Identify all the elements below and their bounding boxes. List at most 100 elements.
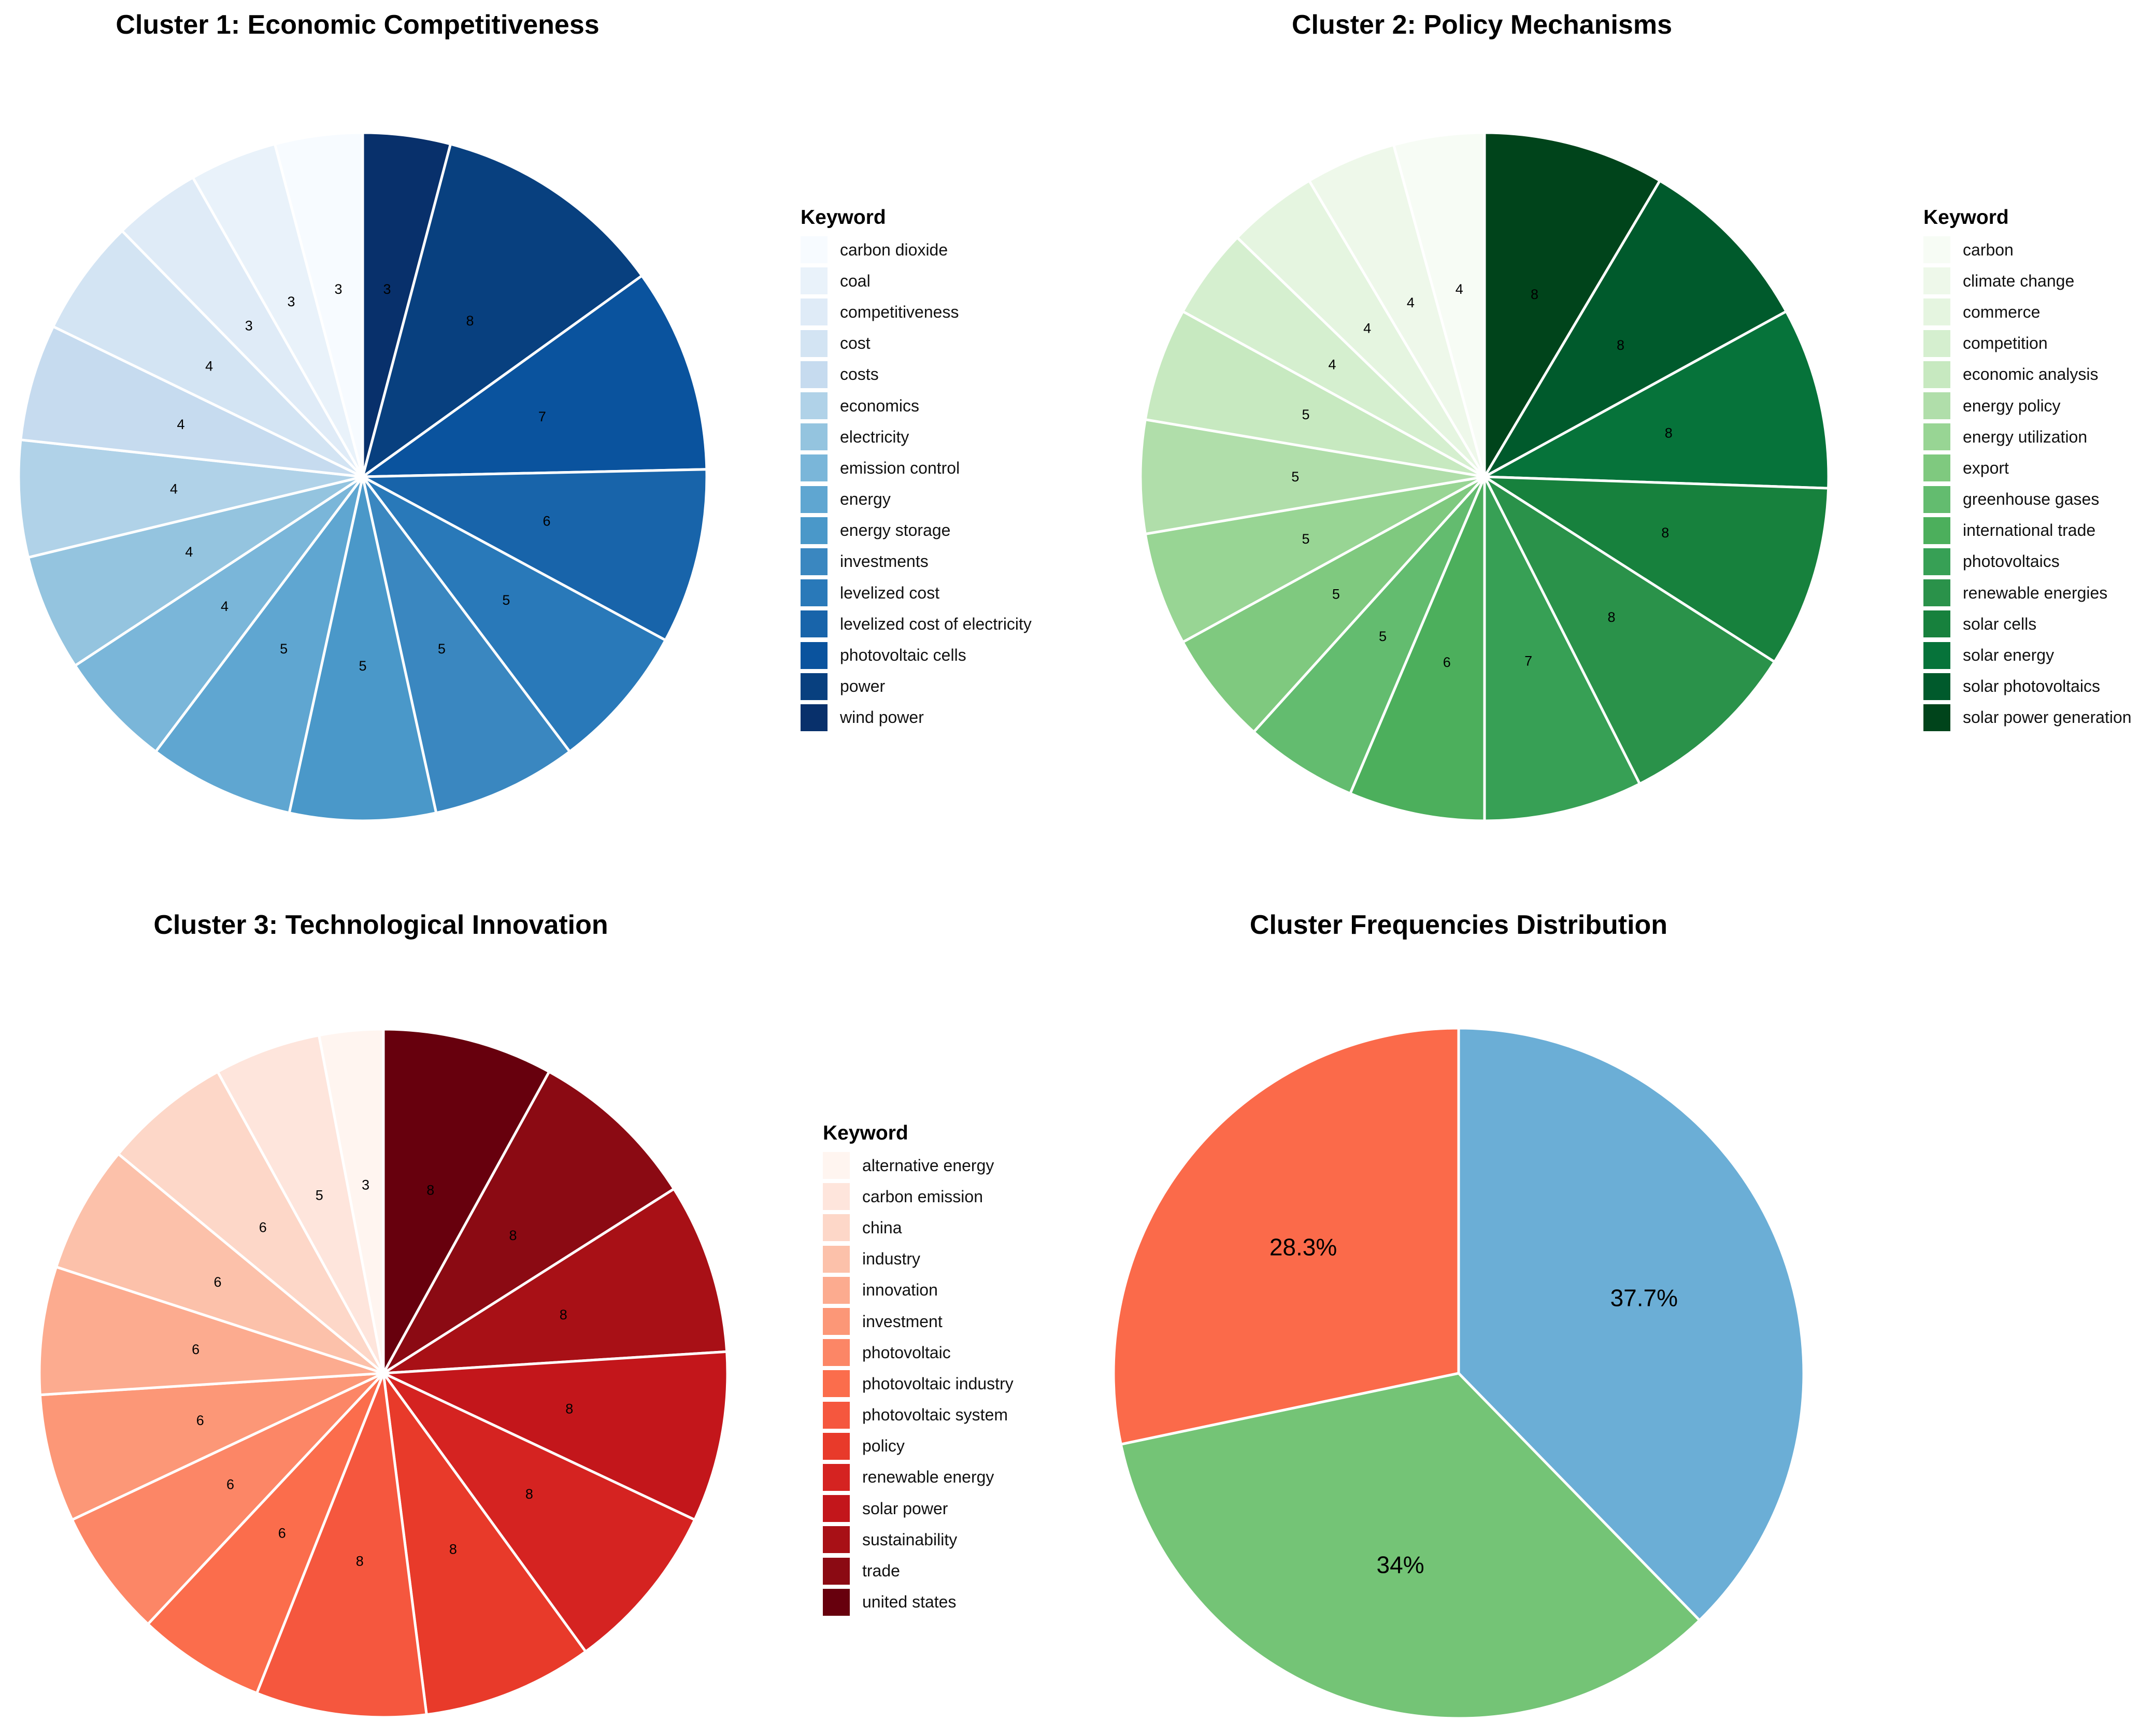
pie-label: 4 [177, 417, 184, 432]
pie-label: 5 [1302, 407, 1309, 422]
pie-slice-sustainability [382, 1187, 729, 1375]
legend-swatch [823, 1401, 850, 1429]
legend-swatch [1923, 517, 1950, 544]
chart3-pie: 8 8 8 8 8 8 8 6 6 6 6 6 6 5 3 [38, 1028, 729, 1719]
chart1-legend-title: Keyword [801, 206, 886, 229]
legend-label: energy [840, 490, 891, 509]
pie-label: 3 [245, 318, 253, 333]
legend-item: solar energy [1923, 639, 2132, 671]
legend-swatch [1923, 642, 1950, 669]
pie-label: 5 [359, 658, 366, 674]
legend-swatch [801, 610, 828, 638]
legend-item: costs [801, 359, 1032, 390]
pie-slice-emission-control [73, 475, 364, 753]
legend-swatch [801, 392, 828, 420]
legend-label: energy storage [840, 521, 951, 540]
legend-item: industry [823, 1244, 1014, 1275]
legend-swatch [1923, 548, 1950, 575]
pie-slice-greenhouse-gases [1252, 476, 1486, 795]
legend-swatch [801, 423, 828, 451]
legend-label: climate change [1963, 271, 2075, 290]
pie-slice-renewable-energy [382, 1372, 697, 1654]
pie-slice-competition [1181, 235, 1486, 478]
legend-swatch [1923, 486, 1950, 513]
pie-label: 4 [1363, 320, 1371, 336]
chart4-pie: 37.7% 34% 28.3% [1112, 1027, 1805, 1720]
legend-swatch [1923, 704, 1950, 731]
chart3-legend: Keyword alternative energy carbon emissio… [823, 1122, 1014, 1618]
legend-item: photovoltaic system [823, 1400, 1014, 1431]
legend-label: solar photovoltaics [1963, 677, 2101, 696]
pie-label: 6 [226, 1477, 234, 1492]
legend-item: renewable energies [1923, 577, 2132, 608]
legend-swatch [801, 548, 828, 575]
pie-slice-trade [382, 1070, 676, 1375]
pie-label: 5 [438, 641, 446, 657]
legend-swatch [823, 1214, 850, 1242]
legend-label: solar power generation [1963, 708, 2132, 727]
pie-slice-policy [382, 1372, 588, 1716]
legend-swatch [823, 1557, 850, 1585]
pie-label: 8 [560, 1307, 567, 1322]
legend-swatch [823, 1276, 850, 1304]
pie-slice-energy-storage [288, 476, 438, 822]
legend-item: greenhouse gases [1923, 484, 2132, 515]
legend-item: levelized cost [801, 577, 1032, 608]
legend-swatch [801, 330, 828, 357]
legend-item: coal [801, 265, 1032, 296]
legend-item: alternative energy [823, 1150, 1014, 1181]
legend-swatch [1923, 454, 1950, 482]
pie-label: 6 [192, 1342, 199, 1357]
pie-slice-innovation [38, 1265, 384, 1397]
legend-label: china [862, 1218, 902, 1237]
legend-label: energy utilization [1963, 427, 2088, 446]
legend-label: photovoltaic [862, 1343, 951, 1362]
legend-label: solar cells [1963, 614, 2037, 633]
pie-slice-alternative-energy [317, 1028, 385, 1374]
legend-label: greenhouse gases [1963, 490, 2100, 509]
pie-slice-electricity [26, 475, 364, 667]
legend-item: energy [801, 484, 1032, 515]
pie-slice-power [360, 142, 644, 480]
pie-slice-cluster-2 [1119, 1372, 1702, 1720]
pie-label: 37.7% [1610, 1284, 1678, 1311]
legend-swatch [823, 1588, 850, 1616]
pie-label: 6 [278, 1525, 286, 1541]
pie-slice-solar-photovoltaics [1481, 179, 1788, 480]
legend-label: innovation [862, 1280, 938, 1300]
legend-swatch [1923, 423, 1950, 451]
chart3-title: Cluster 3: Technological Innovation [153, 910, 608, 940]
pie-slice-international-trade [1348, 476, 1486, 822]
chart4-title: Cluster Frequencies Distribution [1249, 910, 1668, 940]
pie-label: 4 [185, 544, 193, 560]
pie-slice-photovoltaic-system [255, 1373, 429, 1719]
legend-item: energy utilization [1923, 421, 2132, 452]
legend-label: carbon dioxide [840, 240, 948, 259]
pie-slice-levelized-cost-of-electricity [358, 468, 708, 642]
legend-label: carbon [1963, 240, 2014, 259]
legend-swatch [823, 1526, 850, 1554]
pie-slice-solar-cells [1479, 475, 1830, 664]
chart1-legend: Keyword carbon dioxide coal competitivenes… [801, 206, 1032, 733]
pie-label: 5 [1379, 629, 1387, 644]
pie-slice-export [1181, 475, 1486, 734]
legend-label: export [1963, 458, 2009, 477]
legend-item: policy [823, 1431, 1014, 1462]
legend-swatch [1923, 236, 1950, 264]
legend-swatch [1923, 298, 1950, 326]
legend-label: photovoltaic cells [840, 646, 966, 665]
legend-item: climate change [1923, 265, 2132, 296]
chart3-legend-title: Keyword [823, 1122, 908, 1144]
legend-swatch [1923, 361, 1950, 388]
chart2-title: Cluster 2: Policy Mechanisms [1291, 10, 1673, 40]
pie-slice-economics [17, 438, 363, 559]
legend-item: export [1923, 452, 2132, 483]
pie-slice-photovoltaic-cells [359, 274, 708, 478]
legend-label: competitiveness [840, 302, 959, 321]
pie-slice-industry [54, 1152, 384, 1375]
pie-slice-cluster-3 [1112, 1027, 1460, 1446]
pie-label: 8 [426, 1182, 434, 1198]
pie-slice-united-states [382, 1028, 551, 1374]
legend-label: wind power [840, 708, 924, 727]
legend-item: competitiveness [801, 296, 1032, 328]
